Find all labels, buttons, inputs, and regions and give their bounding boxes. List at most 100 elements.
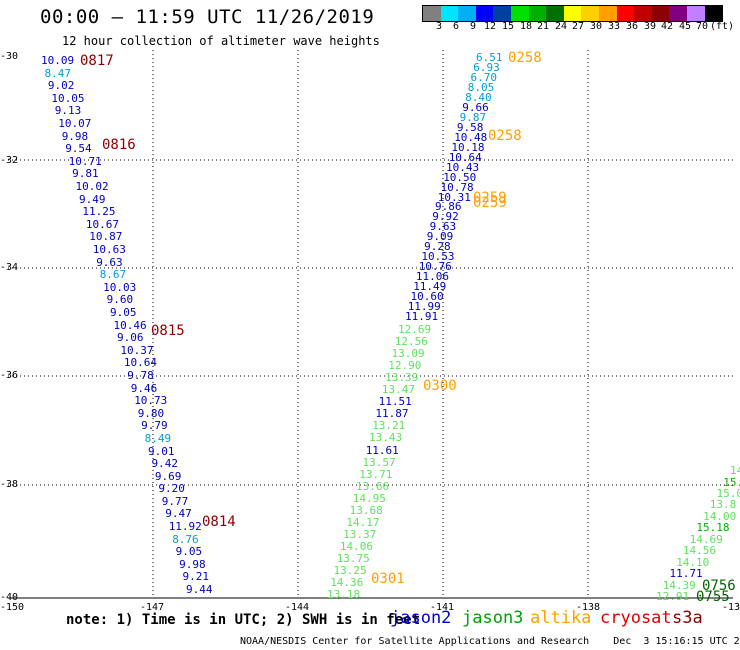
wave-height-label: 9.92 [432,210,459,224]
wave-height-label: 10.09 [41,54,75,67]
wave-height-label: 10.87 [89,230,123,244]
wave-height-label: 13.39 [385,371,419,385]
wave-height-label: 9.49 [79,192,106,206]
wave-height-label: 9.63 [96,255,123,269]
x-axis-tick: -150 [0,602,25,613]
wave-height-label: 11.06 [415,270,450,284]
wave-height-label: 10.37 [120,343,154,357]
wave-height-label: 9.77 [161,494,189,508]
legend-tick: 6 [452,21,460,32]
wave-height-label: 10.64 [123,356,158,370]
x-axis-tick: -13 [722,602,740,613]
wave-height-label: 10.78 [440,180,474,194]
wave-height-label: 12.69 [398,323,432,336]
wave-height-label: 9.98 [179,557,206,571]
wave-height-label: 13.75 [336,551,370,565]
wave-height-label: 10.63 [92,242,126,256]
legend-tick: 33 [607,21,621,32]
wave-height-label: 8.49 [144,431,172,445]
wave-height-label: 8.40 [465,90,492,104]
legend-swatch [634,6,652,21]
wave-height-label: 9.54 [65,142,92,156]
wave-height-label: 14.36 [330,576,364,589]
wave-height-label: 10.18 [451,140,485,154]
wave-height-label: 9.20 [158,482,185,496]
wave-height-label: 13.21 [372,419,406,433]
wave-height-label: 9.46 [130,381,158,395]
legend-swatch [616,6,635,21]
wave-height-label: 9.01 [148,444,175,458]
legend-tick: 45 [678,21,692,32]
legend-tick: 39 [643,21,657,32]
wave-height-label: 10.48 [454,130,488,144]
wave-height-label: 9.09 [426,230,454,244]
wave-height-label: 14.56 [682,544,717,558]
wave-height-label: 13.68 [349,503,383,517]
footer-note: note: 1) Time is in UTC; 2) SWH is in fe… [66,612,421,628]
time-stamp: 0814 [202,514,236,530]
wave-height-label: 13.18 [327,588,361,601]
wave-height-label: 11.61 [365,443,399,457]
legend-tick: 18 [519,21,533,32]
wave-height-label: 12.91 [656,590,690,603]
wave-height-label: 11.49 [413,280,447,294]
wave-height-label: 9.28 [424,240,451,254]
legend-tick: 42 [660,21,674,32]
y-axis-tick: -38 [0,479,19,490]
wave-height-label: 9.81 [72,167,99,181]
wave-height-label: 10.67 [85,217,120,231]
legend-swatch [493,6,511,21]
time-stamp: 0815 [151,323,185,339]
footer-credit: NOAA/NESDIS Center for Satellite Applica… [240,636,740,647]
wave-height-label: 8.47 [44,66,72,80]
wave-height-label: 9.47 [165,507,192,521]
wave-height-label: 6.93 [473,61,500,74]
wave-height-label: 6.70 [470,70,498,84]
wave-height-label: 13.57 [362,455,396,469]
legend-tick: 15 [501,21,515,32]
time-stamp: 0755 [696,589,730,605]
mission-label-cryosat: cryosat [600,608,672,628]
legend-swatch [704,6,723,21]
wave-height-label: 10.50 [443,170,477,184]
legend-swatch [598,6,617,21]
wave-height-label: 9.69 [154,469,182,483]
wave-height-label: 9.21 [182,570,210,584]
wave-height-label: 9.58 [456,120,484,134]
wave-height-label: 14.06 [339,539,374,553]
legend-swatch [546,6,564,21]
color-legend [422,5,724,22]
time-stamp: 0259 [473,190,507,206]
wave-height-label: 12.90 [388,359,422,373]
legend-tick: 24 [554,21,568,32]
wave-height-label: 13.71 [359,467,393,481]
wave-height-label: 13.66 [356,479,390,493]
time-stamp: 0816 [102,137,136,153]
wave-height-label: 9.66 [462,100,489,114]
legend-swatch [440,6,459,21]
mission-label-jason3: jason3 [462,608,524,628]
time-stamp: 0259 [473,195,507,211]
wave-height-label: 10.53 [421,250,455,264]
legend-tick: 27 [571,21,585,32]
wave-height-label: 9.79 [141,419,168,433]
x-axis-tick: -138 [576,602,601,613]
time-stamp: 0817 [80,53,114,69]
wave-height-label: 11.99 [407,300,441,313]
legend-swatch [423,6,441,21]
wave-height-label: 8.67 [99,268,127,282]
time-stamp: 0300 [423,378,457,394]
wave-height-label: 14.00 [703,509,737,523]
wave-height-label: 15. [723,475,740,489]
wave-height-label: 11.87 [375,407,409,421]
wave-height-label: 10.46 [113,318,147,332]
mission-label-altika: altika [530,608,592,628]
wave-height-label: 10.03 [103,280,137,294]
y-axis-tick: -36 [0,370,19,381]
x-axis-tick: -147 [140,602,165,613]
legend-swatch [510,6,529,21]
wave-height-label: 14.39 [662,578,696,592]
wave-height-label: 10.73 [134,394,168,408]
wave-height-label: 10.07 [58,117,92,130]
